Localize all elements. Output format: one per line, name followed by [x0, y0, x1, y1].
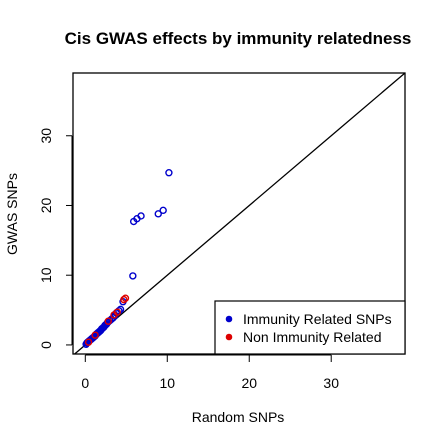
x-tick-label: 0 [81, 375, 89, 391]
data-point [120, 295, 128, 304]
data-point [84, 338, 93, 346]
reference-line [74, 72, 406, 355]
legend-box [214, 300, 406, 355]
y-tick-label: 30 [38, 128, 54, 144]
chart-title: Cis GWAS effects by immunity relatedness [65, 29, 412, 48]
x-tick-label: 20 [241, 375, 257, 391]
y-axis-label: GWAS SNPs [4, 173, 20, 255]
reference-line-layer [74, 72, 406, 355]
data-point [113, 308, 121, 316]
data-point [104, 317, 112, 325]
data-point [121, 294, 130, 302]
y-tick-label: 20 [38, 197, 54, 213]
x-tick-label: 10 [159, 375, 175, 391]
y-tick-label: 10 [38, 267, 54, 283]
points-layer [82, 169, 173, 348]
data-point [91, 331, 99, 339]
x-axis: 0 10 20 30 [81, 354, 339, 391]
legend-label: Non Immunity Related [243, 329, 382, 345]
y-axis: 0 10 20 30 [38, 128, 73, 349]
data-point [165, 169, 173, 177]
data-point [137, 212, 145, 220]
y-tick-label: 0 [38, 341, 54, 349]
legend: Immunity Related SNPs Non Immunity Relate… [214, 300, 406, 355]
data-point [154, 210, 162, 218]
data-point [129, 272, 137, 280]
series-2 [84, 294, 130, 346]
data-point [159, 206, 167, 215]
series-1 [82, 169, 173, 348]
legend-marker [225, 333, 233, 341]
legend-label: Immunity Related SNPs [243, 311, 392, 327]
x-tick-label: 30 [323, 375, 339, 391]
legend-marker [225, 315, 233, 323]
x-axis-label: Random SNPs [192, 409, 285, 425]
data-point [115, 307, 123, 315]
